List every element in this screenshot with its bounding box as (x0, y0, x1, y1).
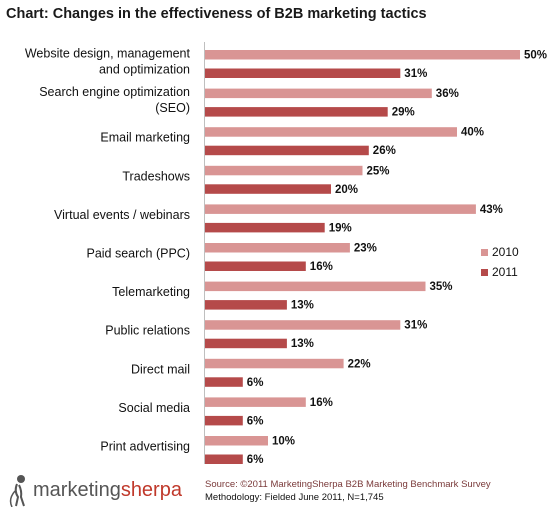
methodology-line: Methodology: Fielded June 2011, N=1,745 (205, 492, 384, 503)
data-label-2010: 36% (436, 88, 459, 100)
bar-2010 (205, 50, 520, 60)
legend-label-2011: 2011 (492, 265, 518, 279)
bar-2011 (205, 222, 325, 233)
data-label-2011: 31% (404, 68, 427, 80)
chart-title: Chart: Changes in the effectiveness of B… (6, 6, 427, 22)
data-label-2011: 6% (247, 377, 264, 389)
bar-2011 (205, 261, 306, 271)
category-label: Search engine optimization (SEO) (39, 85, 190, 115)
data-label-2011: 26% (373, 145, 396, 157)
category-label: Direct mail (131, 362, 190, 376)
category-label: Email marketing (100, 131, 190, 145)
bar-2010 (205, 281, 426, 292)
category-label: Paid search (PPC) (86, 247, 190, 261)
bar-2010 (205, 243, 350, 253)
sherpa-figure-icon (9, 475, 25, 507)
bar-2011 (205, 300, 287, 310)
data-label-2011: 6% (247, 454, 264, 466)
marketingsherpa-logo: marketing sherpa (6, 472, 182, 508)
bar-2011 (205, 107, 388, 117)
source-text: ©2011 MarketingSherpa B2B Marketing Benc… (240, 479, 491, 490)
data-label-2010: 43% (480, 204, 503, 216)
source-note: Source: ©2011 MarketingSherpa B2B Market… (205, 478, 491, 504)
data-label-2011: 20% (335, 184, 358, 196)
data-label-2010: 16% (310, 397, 333, 409)
data-label-2011: 19% (329, 222, 352, 234)
legend-swatch-2011 (481, 269, 488, 276)
bar-2010 (205, 397, 306, 407)
data-label-2010: 31% (404, 320, 427, 332)
data-label-2010: 25% (367, 165, 390, 177)
bar-2010 (205, 127, 457, 137)
data-label-2011: 13% (291, 300, 314, 312)
bar-2010 (205, 204, 476, 214)
category-label: Tradeshows (122, 169, 190, 183)
data-label-2011: 16% (310, 261, 333, 273)
bar-2010 (205, 436, 268, 446)
bar-2010 (205, 88, 432, 99)
data-label-2010: 50% (524, 50, 547, 62)
category-label: Website design, management and optimizati… (25, 47, 191, 77)
bar-chart: Website design, management and optimizati… (25, 42, 547, 466)
data-label-2010: 35% (430, 281, 453, 293)
legend-label-2010: 2010 (492, 245, 519, 259)
bar-2010 (205, 358, 344, 369)
bar-2011 (205, 338, 287, 349)
source-line: Source: ©2011 MarketingSherpa B2B Market… (205, 478, 491, 491)
data-label-2011: 29% (392, 107, 415, 119)
bar-2011 (205, 145, 369, 156)
bar-2011 (205, 377, 243, 387)
data-label-2011: 6% (247, 415, 264, 427)
category-label: Print advertising (100, 440, 190, 454)
data-label-2010: 40% (461, 127, 484, 139)
category-label: Social media (118, 401, 190, 415)
bar-2011 (205, 184, 331, 194)
logo-text-marketing: marketing (33, 478, 121, 501)
category-label: Telemarketing (112, 285, 190, 299)
data-label-2010: 23% (354, 243, 377, 255)
bar-2010 (205, 165, 363, 176)
bar-2011 (205, 415, 243, 426)
logo-text-sherpa: sherpa (120, 478, 182, 501)
data-label-2011: 13% (291, 338, 314, 350)
source-prefix: Source: (205, 479, 241, 490)
bar-2011 (205, 454, 243, 464)
legend-swatch-2010 (481, 249, 488, 256)
data-label-2010: 22% (348, 358, 371, 370)
bar-2011 (205, 68, 401, 78)
bar-2010 (205, 320, 401, 330)
data-label-2010: 10% (272, 436, 295, 448)
category-label: Virtual events / webinars (54, 208, 190, 222)
category-label: Public relations (105, 324, 190, 338)
